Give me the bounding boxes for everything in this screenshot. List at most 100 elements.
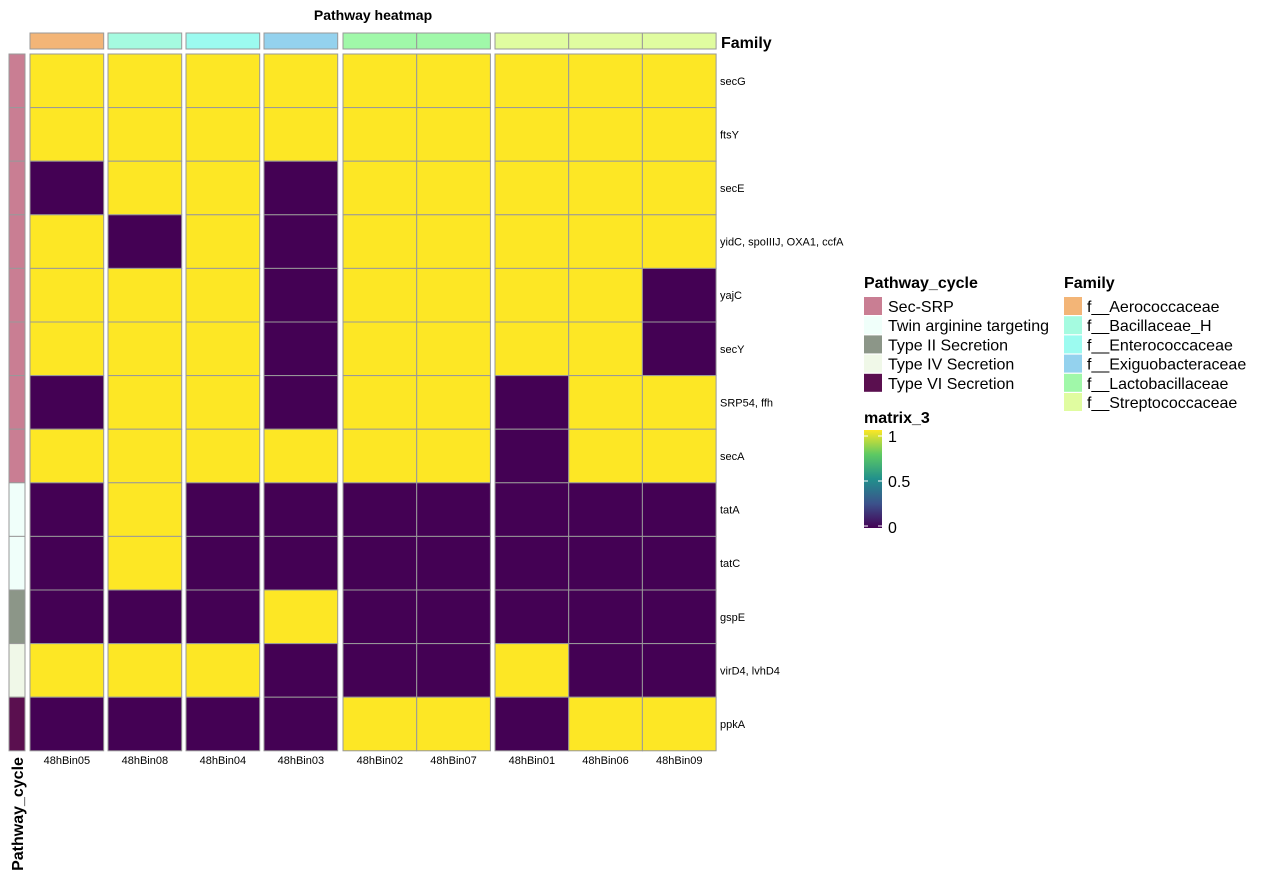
heatmap-cell — [568, 214, 643, 269]
color-scale-gradient — [864, 430, 882, 528]
heatmap-cell — [568, 428, 643, 484]
heatmap-cell — [494, 53, 570, 109]
heatmap-cell — [641, 214, 717, 269]
heatmap-cell — [342, 321, 418, 377]
heatmap-cell — [29, 53, 105, 109]
heatmap-cell — [107, 696, 183, 752]
heatmap-cell — [641, 107, 717, 162]
heatmap-cell — [263, 267, 339, 323]
pathway-annotation-cell — [8, 107, 26, 162]
pathway-annotation-cell — [8, 321, 26, 377]
heatmap-cell — [416, 535, 491, 591]
heatmap-cell — [641, 696, 717, 752]
family-legend: Family f__Aerococcaceae f__Bacillaceae_Hf… — [1064, 275, 1246, 412]
heatmap-cell — [641, 482, 717, 537]
heatmap-cell — [263, 589, 339, 645]
row-label: virD4, lvhD4 — [720, 665, 780, 677]
heatmap-cell — [416, 589, 491, 645]
heatmap-cell — [185, 696, 261, 752]
family-legend-swatch — [1064, 335, 1082, 354]
heatmap-cell — [29, 214, 105, 269]
heatmap-cell — [107, 214, 183, 269]
heatmap-cell — [185, 482, 261, 537]
pathway-annotation-cell — [8, 375, 26, 430]
family-annotation-bar — [29, 32, 717, 50]
pathway-annotation-cell — [8, 267, 26, 323]
heatmap-cell — [263, 482, 339, 537]
heatmap-cell — [107, 267, 183, 323]
heatmap-cell — [568, 53, 643, 109]
color-scale-tick-mid: 0.5 — [888, 474, 910, 491]
heatmap-cell — [107, 643, 183, 698]
heatmap-cell — [185, 643, 261, 698]
heatmap-cell — [568, 107, 643, 162]
heatmap-cell — [568, 160, 643, 216]
heatmap-cell — [416, 214, 491, 269]
color-scale-title: matrix_3 — [864, 410, 930, 427]
heatmap-cell — [29, 696, 105, 752]
family-legend-swatch — [1064, 297, 1082, 315]
column-label: 48hBin02 — [357, 755, 404, 767]
heatmap-cell — [29, 160, 105, 216]
heatmap-cell — [342, 535, 418, 591]
family-legend-label: f__Aerococcaceae — [1087, 299, 1220, 316]
chart-title: Pathway heatmap — [314, 7, 432, 23]
heatmap-cells — [29, 53, 717, 752]
pathway-annotation-cell — [8, 482, 26, 537]
heatmap-cell — [568, 482, 643, 537]
heatmap-cell — [494, 643, 570, 698]
family-legend-label: f__Bacillaceae_H — [1087, 318, 1212, 335]
heatmap-cell — [641, 535, 717, 591]
heatmap-cell — [342, 428, 418, 484]
heatmap-cell — [29, 321, 105, 377]
heatmap-cell — [641, 589, 717, 645]
pathway-annotation-cell — [8, 535, 26, 591]
family-legend-swatch — [1064, 393, 1082, 411]
family-legend-swatch — [1064, 316, 1082, 335]
pathway-annotation-cell — [8, 53, 26, 109]
heatmap-cell — [342, 214, 418, 269]
family-legend-label: f__Lactobacillaceae — [1087, 376, 1229, 393]
heatmap-cell — [568, 696, 643, 752]
heatmap-cell — [185, 375, 261, 430]
heatmap-cell — [416, 321, 491, 377]
family-annotation-cell — [29, 32, 105, 50]
family-legend-swatch — [1064, 373, 1082, 392]
heatmap-cell — [494, 267, 570, 323]
heatmap-cell — [342, 643, 418, 698]
pathway-legend-label: Type II Secretion — [888, 337, 1008, 354]
heatmap-cell — [641, 428, 717, 484]
row-label: secG — [720, 76, 746, 88]
heatmap-cell — [416, 53, 491, 109]
row-label: secE — [720, 183, 744, 195]
heatmap-cell — [494, 214, 570, 269]
color-scale-legend: matrix_3 1 0.5 0 — [864, 410, 930, 537]
heatmap-cell — [263, 53, 339, 109]
heatmap-cell — [29, 643, 105, 698]
heatmap-cell — [641, 321, 717, 377]
row-label: gspE — [720, 612, 745, 624]
heatmap-cell — [641, 53, 717, 109]
heatmap-cell — [416, 267, 491, 323]
pathway-annotation-cell — [8, 214, 26, 269]
family-annotation-cell — [342, 32, 418, 50]
row-label: yidC, spoIIIJ, OXA1, ccfA — [720, 237, 844, 249]
heatmap-cell — [568, 267, 643, 323]
pathway-annotation-cell — [8, 696, 26, 752]
heatmap-cell — [416, 696, 491, 752]
heatmap-cell — [641, 375, 717, 430]
row-label: secY — [720, 344, 745, 356]
color-scale-tick-min: 0 — [888, 520, 897, 537]
heatmap-cell — [263, 321, 339, 377]
family-legend-label: f__Enterococcaceae — [1087, 337, 1233, 354]
pathway-legend-label: Sec-SRP — [888, 299, 954, 316]
heatmap-cell — [342, 589, 418, 645]
heatmap-cell — [29, 589, 105, 645]
heatmap-cell — [494, 160, 570, 216]
pathway-legend-title: Pathway_cycle — [864, 275, 978, 292]
family-annotation-cell — [494, 32, 570, 50]
family-annotation-title: Family — [721, 35, 772, 52]
heatmap-cell — [263, 160, 339, 216]
heatmap-cell — [29, 482, 105, 537]
